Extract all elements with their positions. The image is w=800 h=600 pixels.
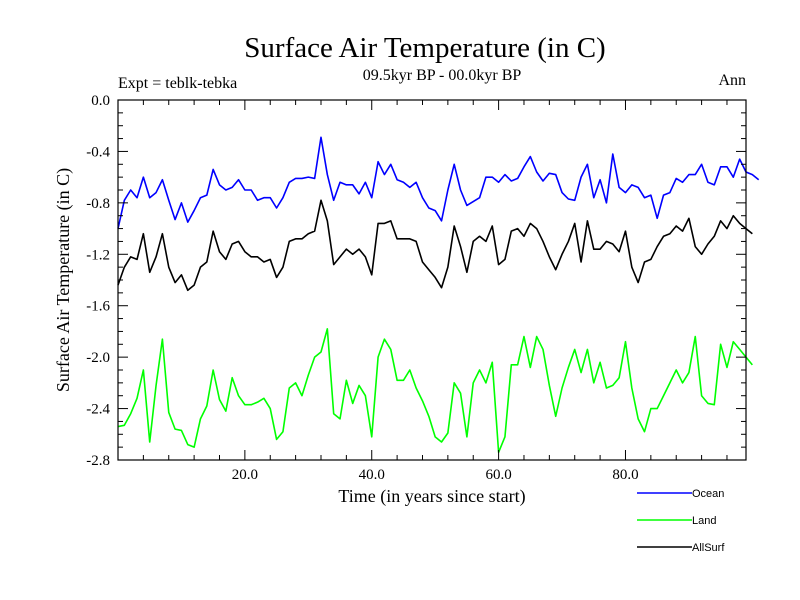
legend-label-allsurf: AllSurf: [692, 542, 725, 554]
y-tick-label: -1.6: [86, 299, 110, 315]
series-line-allsurf: [117, 199, 753, 292]
y-axis-label: Surface Air Temperature (in C): [53, 168, 74, 392]
x-tick-label: 80.0: [612, 467, 638, 483]
x-axis-label: Time (in years since start): [338, 486, 525, 507]
y-tick-label: 0.0: [91, 93, 110, 109]
y-tick-label: -2.4: [86, 402, 110, 418]
x-tick-label: 20.0: [232, 467, 258, 483]
y-tick-label: -1.2: [86, 247, 110, 263]
axes-layer: 20.0 40.0 60.0 80.0 0.0 -0.4 -0.8 -1.2 -1.6 -2.0 -…: [86, 93, 746, 483]
x-tick-label: 40.0: [359, 467, 385, 483]
legend: Ocean Land AllSurf: [637, 488, 725, 554]
y-tick-label: -2.0: [86, 350, 110, 366]
series-line-ocean: [117, 136, 760, 229]
experiment-label: Expt = teblk-tebka: [118, 75, 237, 92]
series-line-land: [117, 328, 753, 454]
plot-frame: [117, 99, 747, 461]
y-tick-label: -0.4: [86, 144, 110, 160]
legend-label-land: Land: [692, 515, 716, 527]
x-tick-label: 60.0: [485, 467, 511, 483]
series-layer: [117, 136, 760, 454]
y-tick-label: -2.8: [86, 453, 110, 469]
chart-subtitle: 09.5kyr BP - 00.0kyr BP: [363, 67, 522, 84]
season-label: Ann: [718, 72, 746, 89]
y-tick-label: -0.8: [86, 196, 110, 212]
legend-label-ocean: Ocean: [692, 488, 724, 500]
chart-title: Surface Air Temperature (in C): [244, 32, 605, 64]
